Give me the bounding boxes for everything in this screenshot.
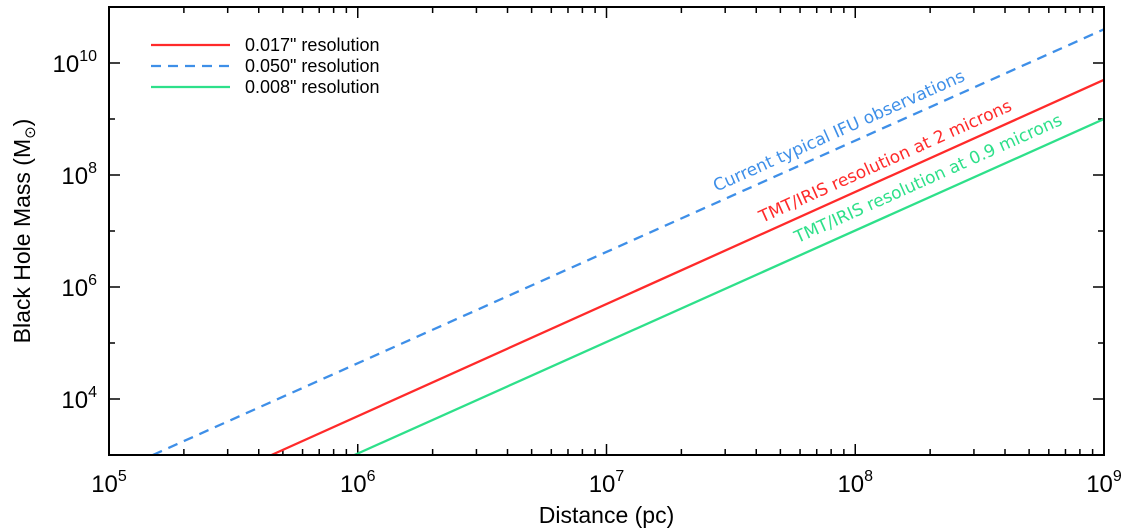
- legend-label: 0.008" resolution: [245, 77, 379, 97]
- legend-label: 0.050" resolution: [245, 56, 379, 76]
- y-tick-label-base: 10: [53, 51, 80, 78]
- y-tick-label: 1010: [53, 48, 98, 78]
- series-line: [353, 117, 1105, 457]
- y-tick-label-base: 10: [61, 387, 88, 414]
- x-tick-label-exp: 9: [1113, 468, 1122, 485]
- x-tick-label: 105: [91, 468, 127, 498]
- y-tick-label: 104: [61, 384, 97, 414]
- y-tick-label-exp: 8: [88, 160, 97, 177]
- x-tick-label-exp: 5: [118, 468, 127, 485]
- x-tick-label-base: 10: [91, 471, 118, 498]
- y-axis-title-main: Black Hole Mass (M: [9, 139, 35, 343]
- y-tick-label-exp: 10: [79, 48, 97, 65]
- y-tick-label: 108: [61, 160, 97, 190]
- series-line: [271, 78, 1105, 457]
- y-axis-title-sun-symbol: ⊙: [22, 126, 39, 139]
- x-tick-label-base: 10: [1086, 471, 1113, 498]
- x-tick-label-exp: 8: [864, 468, 873, 485]
- y-tick-label-exp: 6: [88, 272, 97, 289]
- x-tick-label-exp: 6: [367, 468, 376, 485]
- series-lines: [152, 28, 1105, 457]
- x-tick-label-base: 10: [340, 471, 367, 498]
- y-tick-label-base: 10: [61, 275, 88, 302]
- x-tick-label-base: 10: [837, 471, 864, 498]
- y-tick-label-base: 10: [61, 163, 88, 190]
- x-tick-label: 108: [837, 468, 873, 498]
- series-line: [152, 28, 1105, 457]
- series-annotations: TMT/IRIS resolution at 2 micronsCurrent …: [710, 66, 1065, 248]
- legend-label: 0.017" resolution: [245, 35, 379, 55]
- x-tick-label: 107: [589, 468, 625, 498]
- x-axis-title: Distance (pc): [539, 502, 674, 528]
- x-tick-labels: 105 106 107 108 109: [91, 468, 1122, 498]
- x-tick-label: 106: [340, 468, 376, 498]
- plot-frame: [108, 6, 1105, 456]
- x-tick-label-exp: 7: [615, 468, 624, 485]
- y-tick-label-exp: 4: [88, 384, 97, 401]
- y-tick-label: 106: [61, 272, 97, 302]
- x-tick-label-base: 10: [589, 471, 616, 498]
- x-tick-label: 109: [1086, 468, 1122, 498]
- y-axis-title-close: ): [9, 119, 35, 127]
- y-axis-title: Black Hole Mass (M⊙): [9, 119, 39, 344]
